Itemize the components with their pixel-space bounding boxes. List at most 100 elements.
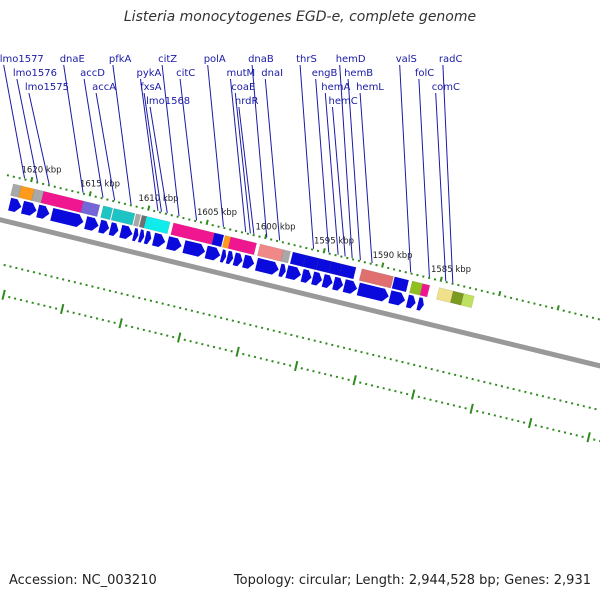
gene-label: nrdR [235, 96, 259, 107]
gene-label: citZ [158, 54, 177, 65]
kbp-tick-label: 1585 kbp [431, 265, 471, 275]
feature-block [358, 268, 394, 289]
map-title: Listeria monocytogenes EGD-e, complete g… [123, 9, 477, 25]
forward-gene-arrow [300, 268, 312, 283]
gene-label: thrS [296, 54, 317, 65]
inner-major-tick [235, 346, 240, 357]
gene-leader-line [418, 78, 430, 278]
gene-leader-line [112, 64, 132, 205]
forward-gene-arrow [225, 250, 234, 265]
gene-label: dnaB [248, 54, 274, 65]
inner-major-tick [60, 303, 65, 315]
feature-block [100, 205, 114, 221]
gene-label: comC [432, 82, 460, 93]
kbp-label-layer: 1620 kbp 1615 kbp 1610 kbp 1605 kbp 1600 kbp… [21, 165, 471, 275]
gene-leader-line [63, 64, 84, 193]
forward-gene-arrow [388, 290, 406, 306]
gene-leader-line [399, 64, 412, 273]
gene-leader-line [161, 64, 180, 217]
gene-leader-line [347, 78, 361, 261]
feature-block [133, 213, 142, 227]
forward-gene-arrow [311, 271, 323, 286]
gene-label: hemC [328, 96, 357, 107]
gene-label: valS [396, 54, 417, 65]
forward-gene-arrow [342, 279, 358, 294]
forward-gene-arrow [143, 230, 152, 245]
gene-leader-line [435, 92, 447, 281]
gene-leader-line [359, 92, 373, 264]
gene-label: mutM [226, 68, 255, 79]
gene-label: fxsA [140, 82, 162, 93]
outer-tick-mark [147, 205, 151, 211]
gene-leader-line [139, 78, 159, 211]
kbp-tick-label: 1620 kbp [21, 165, 61, 175]
gene-leader-line [315, 78, 330, 253]
kbp-tick-label: 1600 kbp [255, 222, 295, 232]
forward-gene-arrow [242, 254, 255, 269]
inner-major-tick [177, 332, 182, 343]
outer-tick-mark [381, 262, 385, 268]
forward-gene-arrow [98, 219, 110, 234]
forward-gene-arrow [108, 222, 119, 236]
feature-block [243, 240, 257, 256]
forward-gene-arrow [137, 229, 145, 243]
inner-major-tick [528, 417, 533, 429]
outer-tick-mark [322, 248, 326, 254]
gene-leader-line [3, 64, 26, 179]
forward-gene-arrow [321, 274, 333, 289]
gene-label: hemD [336, 54, 366, 65]
feature-block [143, 216, 171, 235]
forward-gene-arrow [8, 197, 22, 212]
forward-gene-arrow [278, 263, 286, 277]
outer-tick-mark [439, 276, 443, 283]
feature-block [338, 263, 357, 280]
gene-leader-line [251, 64, 268, 238]
gene-label: pfkA [109, 54, 132, 65]
gene-leader-line [143, 92, 162, 212]
inner-major-tick [469, 403, 474, 414]
gene-label: radC [439, 54, 463, 65]
feature-block [460, 293, 475, 309]
accession-label: Accession: NC_003210 [9, 573, 157, 588]
forward-strand-layer [8, 197, 424, 311]
forward-gene-arrow [84, 216, 99, 231]
gene-label: lmo1576 [13, 68, 57, 79]
gene-leader-line [83, 78, 104, 198]
forward-gene-arrow [50, 208, 84, 228]
gene-leader-line [16, 78, 38, 182]
forward-gene-arrow [36, 204, 50, 219]
gene-label: polA [204, 54, 226, 65]
feature-block [110, 208, 136, 226]
topology-label: Topology: circular; Length: 2,944,528 bp… [233, 573, 591, 588]
gene-label-layer: lmo1577 lmo1576 lmo1575 dnaE accD accA pfkA pyk… [0, 54, 462, 283]
outer-tick-mark [30, 176, 34, 183]
forward-gene-arrow [356, 282, 389, 302]
kbp-tick-label: 1605 kbp [197, 208, 237, 218]
gene-label: engB [312, 68, 338, 79]
outer-tick-mark [205, 219, 209, 226]
kbp-tick-label: 1610 kbp [138, 194, 178, 204]
gene-leader-line [179, 78, 198, 221]
forward-gene-arrow [405, 294, 416, 309]
gene-leader-line [238, 106, 255, 235]
outer-tick-mark [556, 305, 560, 311]
gene-label: lmo1568 [146, 96, 190, 107]
gene-label: folC [415, 68, 434, 79]
genome-backbone [0, 217, 600, 369]
tick-layer [0, 174, 600, 443]
gene-label: hemA [321, 82, 350, 93]
feature-block [40, 190, 84, 213]
kbp-tick-label: 1615 kbp [80, 180, 120, 190]
gene-leader-line [324, 92, 339, 255]
gene-label: accD [80, 68, 105, 79]
gene-leader-line [28, 92, 50, 185]
gene-leader-line [339, 64, 353, 259]
gene-leader-line [149, 106, 168, 214]
gene-leader-line [299, 64, 315, 249]
gene-label: coaE [231, 82, 255, 93]
forward-gene-arrow [232, 252, 243, 267]
forward-gene-arrow [119, 224, 133, 240]
gene-label: dnaI [261, 68, 283, 79]
inner-major-tick [1, 289, 6, 300]
